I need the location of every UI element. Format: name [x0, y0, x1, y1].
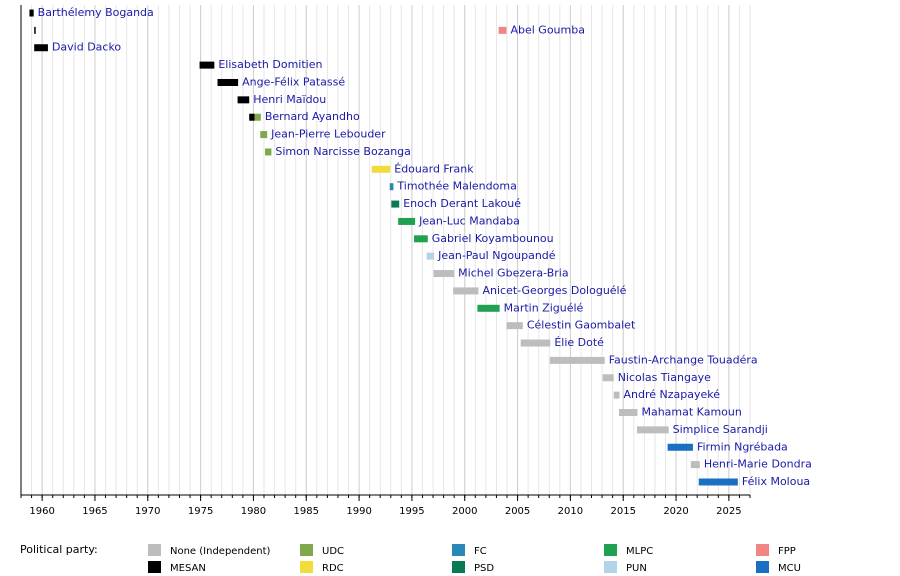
x-tick-label: 1980	[241, 506, 266, 517]
legend-swatch	[300, 544, 313, 556]
x-tick-label: 1975	[188, 506, 213, 517]
legend-swatch	[452, 561, 465, 573]
term-bar	[217, 78, 239, 86]
legend-swatch	[300, 561, 313, 573]
term-bar	[667, 443, 693, 451]
term-bar	[613, 391, 620, 399]
legend-label: PSD	[474, 563, 494, 574]
x-tick-label: 2005	[505, 506, 530, 517]
term-bar	[433, 270, 455, 278]
legend-swatch	[756, 544, 769, 556]
legend-swatch	[148, 544, 161, 556]
x-tick-label: 2015	[610, 506, 635, 517]
pm-name: Mahamat Kamoun	[641, 406, 741, 419]
term-bar	[690, 461, 700, 469]
pm-name: Élie Doté	[554, 336, 604, 349]
pm-name: Simplice Sarandji	[673, 423, 768, 436]
legend-swatch	[452, 544, 465, 556]
pm-name: Anicet-Georges Dologuélé	[482, 284, 626, 297]
legend-label: MESAN	[170, 563, 206, 574]
x-tick-label: 2020	[663, 506, 688, 517]
term-bar	[506, 322, 523, 330]
pm-name: Elisabeth Domitien	[218, 58, 322, 71]
x-tick-label: 1965	[82, 506, 107, 517]
x-tick-label: 1970	[135, 506, 160, 517]
pm-name: Jean-Pierre Lebouder	[270, 128, 386, 141]
pm-name: Célestin Gaombalet	[527, 319, 636, 332]
legend-label: RDC	[322, 563, 344, 574]
pm-name: Timothée Malendoma	[396, 180, 516, 193]
pm-name: Abel Goumba	[510, 23, 585, 36]
pm-name: Félix Moloua	[742, 475, 810, 488]
term-bar	[29, 9, 34, 17]
term-bar	[391, 200, 400, 208]
term-bar	[636, 426, 669, 434]
x-tick-label: 2000	[452, 506, 477, 517]
legend-swatch	[148, 561, 161, 573]
term-bar	[260, 131, 268, 139]
term-bar	[389, 183, 394, 191]
x-tick-label: 1960	[29, 506, 54, 517]
pm-name: Gabriel Koyambounou	[432, 232, 554, 245]
pm-name: Ange-Félix Patassé	[242, 75, 345, 88]
pm-name: Henri-Marie Dondra	[704, 458, 812, 471]
term-bar	[477, 304, 500, 312]
pm-name: André Nzapayeké	[624, 388, 721, 401]
term-bar	[618, 409, 638, 417]
pm-name: Jean-Paul Ngoupandé	[437, 249, 556, 262]
pm-name: Henri Maïdou	[253, 93, 326, 106]
pm-name: Firmin Ngrébada	[697, 440, 788, 453]
pm-name: Enoch Derant Lakoué	[403, 197, 521, 210]
x-tick-label: 1990	[346, 506, 371, 517]
term-bar	[520, 339, 551, 347]
term-bar	[249, 113, 255, 121]
pm-name: Martin Ziguélé	[504, 301, 584, 314]
pm-name: Jean-Luc Mandaba	[418, 214, 520, 227]
pm-name: Nicolas Tiangaye	[618, 371, 711, 384]
term-bar	[371, 165, 391, 173]
pm-name: Michel Gbezera-Bria	[458, 267, 568, 280]
term-bar	[426, 252, 435, 260]
legend-swatch	[604, 544, 617, 556]
legend-label: PUN	[626, 563, 647, 574]
term-bar	[698, 478, 738, 486]
term-bar	[199, 61, 215, 69]
term-bar	[498, 26, 507, 34]
term-bar	[602, 374, 614, 382]
legend-label: UDC	[322, 546, 344, 557]
legend-label: None (Independent)	[170, 546, 271, 557]
term-bar	[414, 235, 428, 243]
term-bar	[549, 356, 605, 364]
term-bar	[453, 287, 479, 295]
x-tick-label: 2025	[716, 506, 741, 517]
legend-swatch	[756, 561, 769, 573]
x-tick-label: 2010	[558, 506, 583, 517]
pm-name: Barthélemy Boganda	[38, 6, 154, 19]
term-bar	[398, 217, 416, 225]
term-bar	[254, 113, 261, 121]
legend-label: FC	[474, 546, 487, 557]
pm-name: Faustin-Archange Touadéra	[609, 353, 758, 366]
term-bar	[34, 44, 48, 52]
pm-name: Bernard Ayandho	[265, 110, 360, 123]
pm-name: David Dacko	[52, 41, 121, 54]
term-bar	[265, 148, 272, 156]
term-bar	[237, 96, 250, 104]
legend-swatch	[604, 561, 617, 573]
legend-label: MCU	[778, 563, 801, 574]
pm-name: Simon Narcisse Bozanga	[275, 145, 411, 158]
legend-label: FPP	[778, 546, 796, 557]
pm-name: Édouard Frank	[394, 162, 474, 175]
term-bar	[34, 26, 36, 34]
legend-title: Political party:	[20, 543, 98, 556]
x-tick-label: 1985	[294, 506, 319, 517]
legend-label: MLPC	[626, 546, 653, 557]
x-tick-label: 1995	[399, 506, 424, 517]
